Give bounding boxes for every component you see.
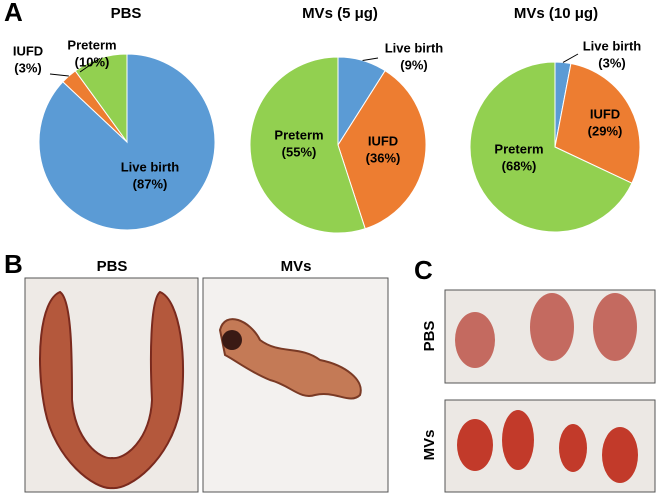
slice-value-label: (36%) bbox=[366, 150, 401, 165]
slice-label: IUFD bbox=[590, 106, 620, 121]
slice-value-label: (3%) bbox=[14, 60, 41, 75]
slice-value-label: (68%) bbox=[502, 158, 537, 173]
panel-letter: C bbox=[414, 255, 433, 285]
photo-label: PBS bbox=[97, 258, 128, 275]
slice-value-label: (9%) bbox=[400, 57, 427, 72]
slice-value-label: (29%) bbox=[588, 123, 623, 138]
slice-value-label: (87%) bbox=[133, 176, 168, 191]
leader-line bbox=[79, 57, 101, 73]
photo-mvs-uterus bbox=[202, 277, 389, 493]
chart-title: MVs (10 μg) bbox=[514, 5, 598, 22]
slice-label: Preterm bbox=[67, 37, 116, 52]
leader-line bbox=[362, 57, 379, 61]
photo-mvs-fetuses bbox=[444, 399, 656, 493]
pie-slice bbox=[337, 70, 427, 230]
photo-label: MVs bbox=[421, 430, 438, 461]
chart-title: PBS bbox=[111, 5, 142, 22]
panel-letter: A bbox=[4, 0, 23, 27]
slice-value-label: (3%) bbox=[598, 55, 625, 70]
slice-label: IUFD bbox=[13, 43, 43, 58]
slice-value-label: (55%) bbox=[282, 144, 317, 159]
pie-slice bbox=[554, 62, 641, 184]
slice-label: Live birth bbox=[121, 159, 180, 174]
pie-slice bbox=[469, 61, 633, 233]
photo-label: MVs bbox=[281, 258, 312, 275]
photo-pbs-fetuses bbox=[444, 289, 656, 384]
slice-label: Live birth bbox=[583, 38, 642, 53]
photo-pbs-uterus bbox=[24, 277, 199, 493]
photo-label: PBS bbox=[421, 321, 438, 352]
panel-letter: B bbox=[4, 249, 23, 279]
slice-label: Preterm bbox=[274, 127, 323, 142]
leader-line bbox=[562, 53, 579, 63]
chart-title: MVs (5 μg) bbox=[302, 5, 378, 22]
pie-slice bbox=[249, 56, 366, 234]
slice-label: Preterm bbox=[494, 141, 543, 156]
slice-value-label: (10%) bbox=[75, 54, 110, 69]
leader-line bbox=[49, 73, 69, 77]
slice-label: Live birth bbox=[385, 40, 444, 55]
slice-label: IUFD bbox=[368, 133, 398, 148]
